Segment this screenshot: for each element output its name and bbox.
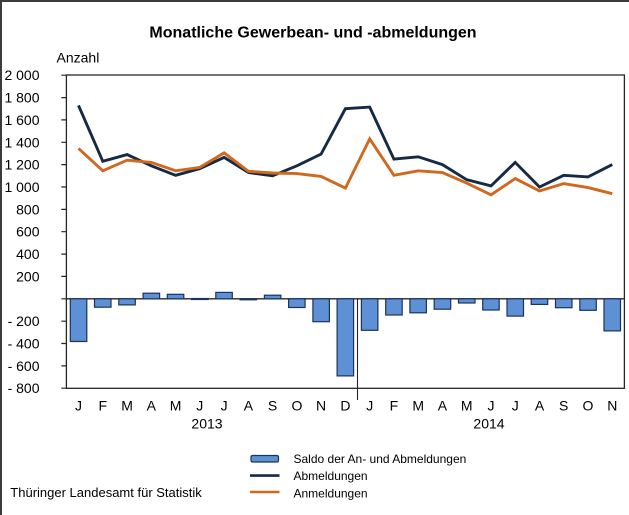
svg-text:F: F: [99, 398, 108, 414]
svg-text:M: M: [412, 398, 424, 414]
svg-text:1 400: 1 400: [4, 134, 39, 150]
svg-text:J: J: [221, 398, 228, 414]
svg-text:Abmeldungen: Abmeldungen: [294, 469, 368, 483]
svg-text:- 600: - 600: [8, 358, 40, 374]
svg-text:A: A: [244, 398, 254, 414]
svg-text:Anzahl: Anzahl: [57, 50, 100, 66]
svg-text:M: M: [461, 398, 473, 414]
svg-text:A: A: [535, 398, 545, 414]
svg-text:400: 400: [16, 246, 40, 262]
svg-text:A: A: [147, 398, 157, 414]
svg-text:M: M: [121, 398, 133, 414]
svg-text:S: S: [559, 398, 568, 414]
svg-text:J: J: [512, 398, 519, 414]
svg-text:200: 200: [16, 268, 40, 284]
svg-text:Anmeldungen: Anmeldungen: [294, 486, 368, 500]
svg-text:1 000: 1 000: [4, 179, 39, 195]
svg-text:600: 600: [16, 224, 40, 240]
svg-text:- 200: - 200: [8, 313, 40, 329]
svg-text:2014: 2014: [473, 416, 504, 432]
svg-text:S: S: [268, 398, 277, 414]
svg-text:N: N: [316, 398, 326, 414]
svg-text:F: F: [390, 398, 399, 414]
svg-text:O: O: [583, 398, 594, 414]
svg-text:N: N: [607, 398, 617, 414]
svg-text:2 000: 2 000: [4, 67, 39, 83]
svg-text:J: J: [75, 398, 82, 414]
svg-text:J: J: [488, 398, 495, 414]
svg-text:1 800: 1 800: [4, 90, 39, 106]
svg-text:- 400: - 400: [8, 336, 40, 352]
svg-text:1 200: 1 200: [4, 157, 39, 173]
svg-text:- 800: - 800: [8, 380, 40, 396]
svg-text:A: A: [438, 398, 448, 414]
svg-text:J: J: [196, 398, 203, 414]
svg-text:O: O: [291, 398, 302, 414]
svg-text:D: D: [340, 398, 350, 414]
svg-text:2013: 2013: [191, 416, 222, 432]
svg-text:1 600: 1 600: [4, 112, 39, 128]
svg-text:Thüringer Landesamt für Statis: Thüringer Landesamt für Statistik: [10, 485, 202, 500]
svg-text:M: M: [170, 398, 182, 414]
svg-text:Saldo der An- und Abmeldungen: Saldo der An- und Abmeldungen: [294, 452, 467, 466]
svg-text:800: 800: [16, 201, 40, 217]
svg-text:J: J: [366, 398, 373, 414]
svg-text:Monatliche Gewerbean- und -abm: Monatliche Gewerbean- und -abmeldungen: [149, 25, 476, 42]
